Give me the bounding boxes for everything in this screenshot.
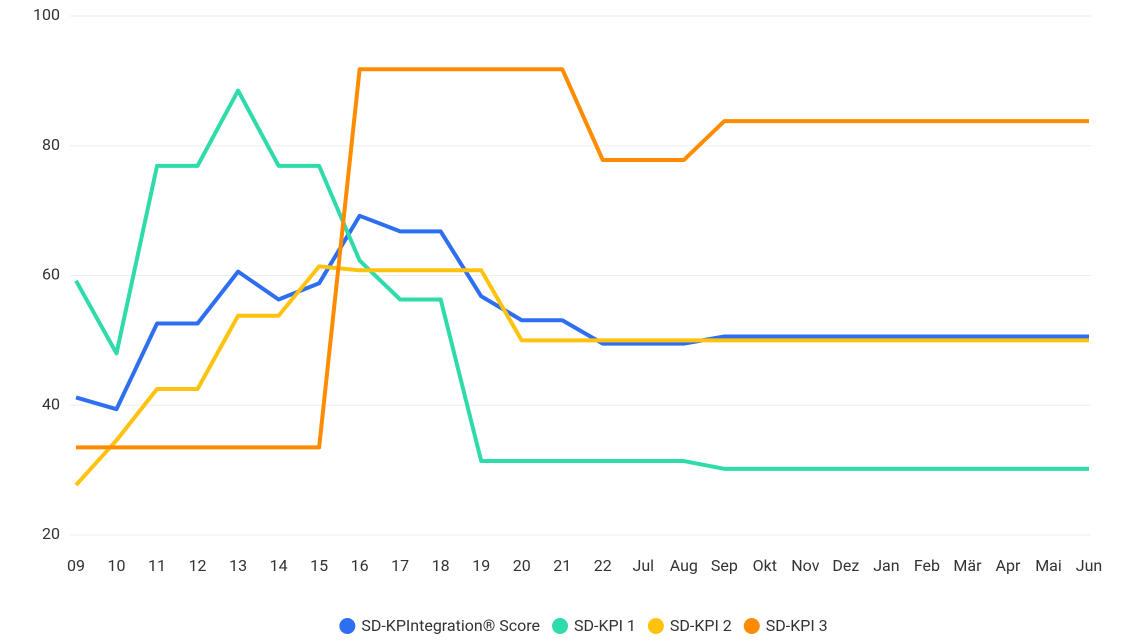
y-tick-label: 80: [42, 135, 60, 154]
x-tick-label: 09: [67, 556, 85, 575]
x-tick-label: Nov: [791, 556, 819, 575]
x-tick-label: Jun: [1076, 556, 1102, 575]
x-tick-label: 21: [553, 556, 571, 575]
x-tick-label: Feb: [914, 556, 940, 575]
legend-label: SD-KPI 1: [574, 616, 636, 635]
x-tick-label: 17: [391, 556, 409, 575]
x-tick-label: 19: [472, 556, 490, 575]
legend-label: SD-KPI 3: [766, 616, 828, 635]
x-tick-label: 11: [148, 556, 166, 575]
x-tick-label: 10: [108, 556, 126, 575]
legend-label: SD-KPIntegration® Score: [361, 616, 540, 635]
legend-marker: [339, 618, 356, 634]
legend-marker: [647, 618, 664, 634]
x-tick-label: 12: [189, 556, 207, 575]
x-tick-label: Jan: [873, 556, 899, 575]
x-tick-label: 13: [229, 556, 247, 575]
x-tick-label: 16: [351, 556, 369, 575]
x-tick-label: 20: [513, 556, 531, 575]
x-tick-label: Dez: [832, 556, 859, 575]
series-line: [74, 264, 1089, 487]
y-tick-label: 100: [33, 5, 60, 24]
x-tick-label: 18: [432, 556, 450, 575]
x-tick-label: Apr: [996, 556, 1021, 575]
x-tick-label: 14: [270, 556, 288, 575]
y-tick-label: 20: [42, 524, 60, 543]
x-tick-label: Aug: [670, 556, 698, 575]
x-tick-label: 15: [310, 556, 328, 575]
series-line: [74, 88, 1089, 471]
x-tick-label: Okt: [753, 556, 777, 575]
x-tick-label: Mär: [953, 556, 982, 575]
legend-marker: [552, 618, 569, 634]
legend-label: SD-KPI 2: [670, 616, 732, 635]
x-tick-label: Mai: [1035, 556, 1062, 575]
y-tick-label: 60: [42, 265, 60, 284]
x-tick-label: Jul: [633, 556, 655, 575]
series-line: [75, 213, 1089, 412]
legend-marker: [743, 618, 760, 634]
series-line: [76, 67, 1089, 450]
x-tick-label: 22: [594, 556, 612, 575]
y-tick-label: 40: [42, 394, 60, 413]
x-tick-label: Sep: [711, 556, 738, 575]
